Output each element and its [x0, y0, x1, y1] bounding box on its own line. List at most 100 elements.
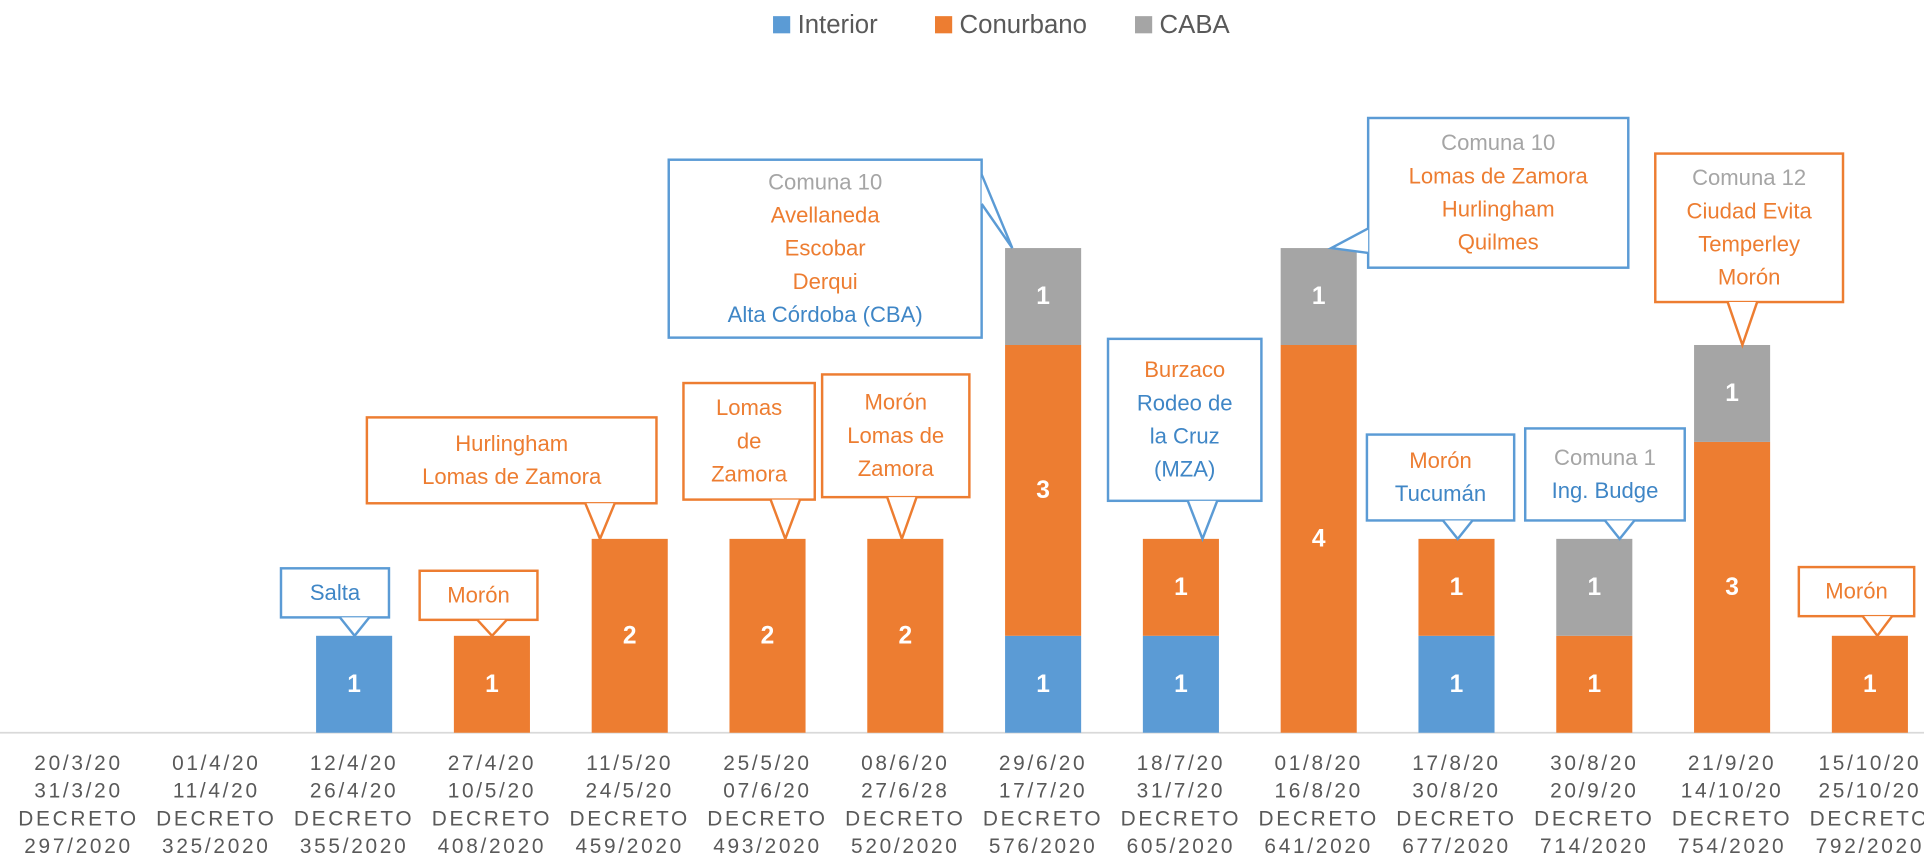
bar-segment: [1142, 538, 1219, 636]
callout-text: Lomas: [716, 395, 782, 420]
x-tick-label: 754/2020: [1678, 835, 1787, 858]
callout-text: (MZA): [1154, 457, 1215, 482]
x-tick-label: DECRETO: [983, 807, 1103, 830]
bar-segment: [453, 635, 530, 733]
legend-label: Conurbano: [960, 11, 1087, 39]
callout-box: [279, 567, 391, 619]
x-tick-label: DECRETO: [1396, 807, 1516, 830]
bar-segment: [316, 635, 393, 733]
x-tick-label: 30/8/20: [1412, 780, 1500, 803]
callout-text: Lomas de Zamora: [422, 464, 602, 489]
data-label: 1: [1863, 671, 1877, 698]
callout-text: Zamora: [711, 462, 788, 487]
x-tick-label: 16/8/20: [1274, 780, 1362, 803]
x-tick-label: 20/9/20: [1550, 780, 1638, 803]
data-label: 1: [1036, 671, 1050, 698]
x-tick-label: DECRETO: [1121, 807, 1241, 830]
callout-text: Morón: [864, 390, 927, 415]
bar-segment: [1280, 248, 1357, 345]
bar-segment: [1005, 248, 1082, 345]
callout-box: [667, 158, 983, 339]
callout-box: [1365, 433, 1516, 522]
legend-swatch: [935, 16, 953, 34]
x-tick-label: 12/4/20: [310, 752, 398, 775]
callout-pointer: [1604, 519, 1636, 541]
callout-text: Burzaco: [1144, 357, 1225, 382]
x-tick-label: 355/2020: [300, 835, 409, 858]
data-label: 1: [1450, 671, 1464, 698]
x-tick-label: 576/2020: [989, 835, 1098, 858]
callout-box: [1366, 116, 1630, 269]
x-tick-label: DECRETO: [294, 807, 414, 830]
callout-pointer: [769, 499, 802, 543]
callout-text: de: [737, 428, 762, 453]
x-tick-label: DECRETO: [1810, 807, 1924, 830]
x-tick-label: 26/4/20: [310, 780, 398, 803]
bar-segment: [1556, 538, 1633, 636]
x-tick-label: 29/6/20: [999, 752, 1087, 775]
bar-segment: [867, 538, 944, 733]
data-label: 1: [485, 671, 499, 698]
x-tick-label: 07/6/20: [723, 780, 811, 803]
callout-box: [1654, 152, 1845, 304]
bar-segment: [1694, 441, 1771, 733]
callout-text: Hurlingham: [1442, 196, 1555, 221]
x-tick-label: 30/8/20: [1550, 752, 1638, 775]
callout-text: Morón: [1825, 579, 1888, 604]
x-tick-label: 24/5/20: [585, 780, 673, 803]
legend-label: CABA: [1160, 11, 1231, 39]
data-label: 2: [623, 623, 637, 650]
x-tick-label: 297/2020: [24, 835, 133, 858]
callout-text: Lomas de: [847, 423, 944, 448]
callout-box: [1797, 565, 1916, 618]
x-tick-label: 31/7/20: [1137, 780, 1225, 803]
x-tick-label: DECRETO: [1672, 807, 1792, 830]
data-label: 1: [1174, 671, 1188, 698]
data-label: 1: [1587, 574, 1601, 601]
data-label: 1: [1036, 283, 1050, 310]
x-tick-label: 11/4/20: [173, 780, 260, 803]
x-tick-label: 31/3/20: [34, 780, 122, 803]
callout-box: [418, 569, 539, 622]
x-tick-label: 01/4/20: [172, 752, 260, 775]
x-tick-label: DECRETO: [18, 807, 138, 830]
legend-swatch: [1135, 16, 1153, 34]
x-tick-label: 605/2020: [1127, 835, 1236, 858]
x-tick-label: 641/2020: [1264, 835, 1373, 858]
x-tick-label: 408/2020: [438, 835, 547, 858]
bar-segment: [1280, 344, 1357, 733]
x-tick-label: 792/2020: [1816, 835, 1924, 858]
data-label: 1: [1450, 574, 1464, 601]
callout-text: Derqui: [793, 269, 858, 294]
bar-segment: [1005, 344, 1082, 636]
x-tick-label: 18/7/20: [1137, 752, 1225, 775]
data-label: 1: [347, 671, 361, 698]
x-tick-label: DECRETO: [1534, 807, 1654, 830]
x-tick-label: 325/2020: [162, 835, 271, 858]
x-tick-label: 20/3/20: [34, 752, 122, 775]
legend-swatch: [773, 16, 791, 34]
data-label: 2: [761, 623, 775, 650]
x-tick-label: 27/6/28: [861, 780, 949, 803]
bar-segment: [729, 538, 806, 733]
x-tick-label: 25/5/20: [723, 752, 811, 775]
callout-text: Ciudad Evita: [1687, 198, 1813, 223]
x-tick-label: 493/2020: [713, 835, 822, 858]
callout-text: Comuna 1: [1554, 445, 1656, 470]
callout-text: la Cruz: [1150, 423, 1220, 448]
x-tick-label: 11/5/20: [586, 752, 673, 775]
x-tick-label: 14/10/20: [1681, 780, 1784, 803]
x-tick-label: DECRETO: [845, 807, 965, 830]
x-tick-label: 25/10/20: [1819, 780, 1922, 803]
callout-pointer: [1186, 500, 1219, 543]
callout-text: Morón: [447, 582, 510, 607]
callout-pointer: [1726, 301, 1759, 349]
bar-segment: [1418, 635, 1495, 733]
x-tick-label: 01/8/20: [1274, 752, 1362, 775]
callout-box: [682, 381, 816, 501]
x-tick-label: 520/2020: [851, 835, 960, 858]
x-tick-label: 17/7/20: [999, 780, 1087, 803]
x-tick-label: 459/2020: [575, 835, 684, 858]
data-label: 1: [1174, 574, 1188, 601]
